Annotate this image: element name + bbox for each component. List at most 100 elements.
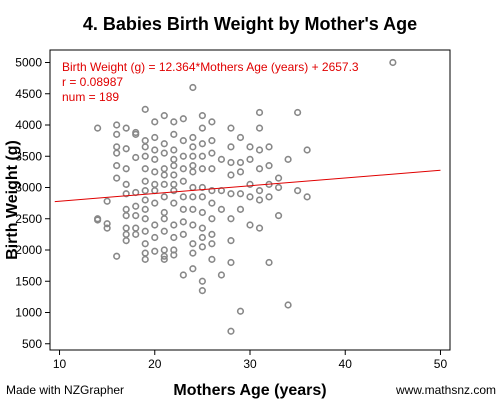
data-point: [189, 183, 197, 192]
data-point: [236, 205, 245, 213]
data-point: [170, 171, 178, 179]
y-tick-label: 2500: [15, 212, 42, 226]
data-point: [170, 118, 178, 126]
data-point: [198, 112, 206, 120]
data-point: [198, 233, 206, 242]
data-point: [113, 121, 121, 129]
data-point: [141, 177, 149, 185]
data-point: [208, 137, 216, 145]
data-point: [294, 108, 302, 117]
data-point: [160, 246, 168, 254]
data-point: [179, 137, 187, 145]
data-point: [208, 230, 216, 238]
data-point: [113, 174, 121, 182]
data-point: [141, 165, 149, 173]
data-point: [122, 190, 130, 198]
data-point: [141, 205, 149, 213]
data-point: [255, 146, 264, 154]
chart-title: 4. Babies Birth Weight by Mother's Age: [83, 14, 417, 34]
data-point: [217, 205, 226, 213]
x-axis: 10 20 30 40 50: [53, 350, 447, 371]
data-point: [227, 237, 235, 245]
data-point: [208, 255, 216, 263]
data-point: [179, 230, 187, 238]
data-point: [198, 277, 206, 285]
data-point: [141, 143, 149, 151]
data-point: [160, 208, 168, 217]
data-point: [141, 137, 149, 145]
data-point: [151, 133, 159, 142]
data-point: [151, 155, 159, 163]
y-tick-label: 500: [22, 337, 42, 351]
annotation-num: num = 189: [62, 90, 119, 104]
data-point: [198, 183, 206, 192]
data-point: [160, 165, 168, 173]
data-point: [141, 215, 149, 223]
data-point: [198, 140, 206, 148]
data-point: [132, 130, 140, 138]
trendline: [54, 169, 441, 203]
data-point: [208, 165, 216, 173]
data-point: [265, 258, 273, 267]
data-point: [265, 193, 273, 201]
data-point: [227, 215, 235, 223]
data-point: [208, 215, 216, 223]
data-point: [198, 243, 206, 251]
y-tick-label: 3500: [15, 149, 42, 163]
data-point: [122, 124, 130, 132]
data-point: [170, 187, 178, 195]
x-tick-label: 20: [148, 357, 162, 371]
data-points: [94, 58, 397, 335]
data-point: [189, 133, 197, 142]
data-point: [179, 205, 187, 213]
data-point: [274, 183, 283, 192]
data-point: [246, 180, 254, 188]
data-point: [255, 187, 264, 195]
data-point: [208, 187, 216, 195]
data-point: [284, 301, 292, 309]
data-point: [151, 146, 159, 154]
data-point: [227, 124, 235, 132]
data-point: [246, 155, 254, 163]
data-point: [255, 108, 264, 117]
data-point: [227, 327, 235, 335]
data-point: [246, 143, 254, 151]
data-point: [132, 230, 140, 238]
y-tick-label: 1000: [15, 306, 42, 320]
data-point: [198, 287, 206, 295]
data-point: [265, 143, 273, 151]
data-point: [189, 83, 197, 92]
data-point: [94, 124, 102, 132]
data-point: [274, 174, 283, 182]
data-point: [236, 190, 245, 198]
data-point: [208, 199, 216, 207]
data-point: [151, 168, 159, 176]
data-point: [170, 130, 178, 138]
data-point: [132, 212, 140, 220]
footer-right: www.mathsnz.com: [395, 383, 496, 397]
data-point: [198, 193, 206, 201]
data-point: [141, 152, 149, 160]
data-point: [236, 307, 245, 315]
footer-left: Made with NZGrapher: [6, 383, 124, 397]
data-point: [189, 205, 197, 213]
data-point: [94, 215, 102, 223]
data-point: [179, 152, 187, 160]
data-point: [160, 149, 168, 157]
data-point: [122, 165, 130, 173]
data-point: [189, 265, 197, 273]
annotation-r: r = 0.08987: [62, 75, 123, 89]
data-point: [170, 146, 178, 154]
data-point: [151, 221, 159, 229]
x-tick-label: 30: [243, 357, 257, 371]
data-point: [217, 155, 226, 163]
data-point: [179, 218, 187, 226]
data-point: [255, 124, 264, 132]
data-point: [236, 133, 245, 142]
data-point: [189, 168, 197, 176]
data-point: [208, 118, 216, 126]
data-point: [303, 146, 311, 154]
x-axis-title: Mothers Age (years): [173, 382, 326, 399]
data-point: [122, 180, 130, 188]
data-point: [160, 252, 168, 260]
